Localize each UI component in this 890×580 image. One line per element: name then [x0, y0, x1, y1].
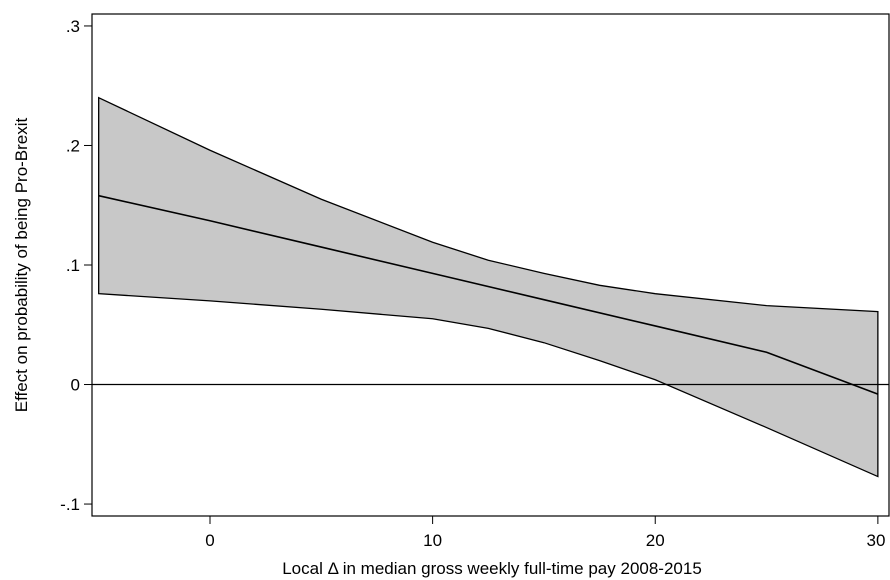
x-axis-ticks: 0 10 20 30 [205, 516, 885, 550]
y-tick-label: .3 [66, 17, 80, 36]
y-tick-label: 0 [71, 376, 80, 395]
x-tick-label: 30 [867, 531, 886, 550]
estimate-line-layer [98, 194, 879, 395]
y-tick-label: .2 [66, 136, 80, 155]
estimate-line [98, 194, 879, 395]
y-tick-label: .1 [66, 256, 80, 275]
x-tick-label: 0 [205, 531, 214, 550]
x-axis-title: Local Δ in median gross weekly full-time… [282, 559, 702, 578]
x-tick-label: 10 [423, 531, 442, 550]
x-tick-label: 20 [646, 531, 665, 550]
y-axis-title: Effect on probability of being Pro-Brexi… [12, 117, 31, 412]
y-tick-label: -.1 [60, 495, 80, 514]
y-axis-ticks: -.1 0 .1 .2 .3 [60, 17, 92, 514]
